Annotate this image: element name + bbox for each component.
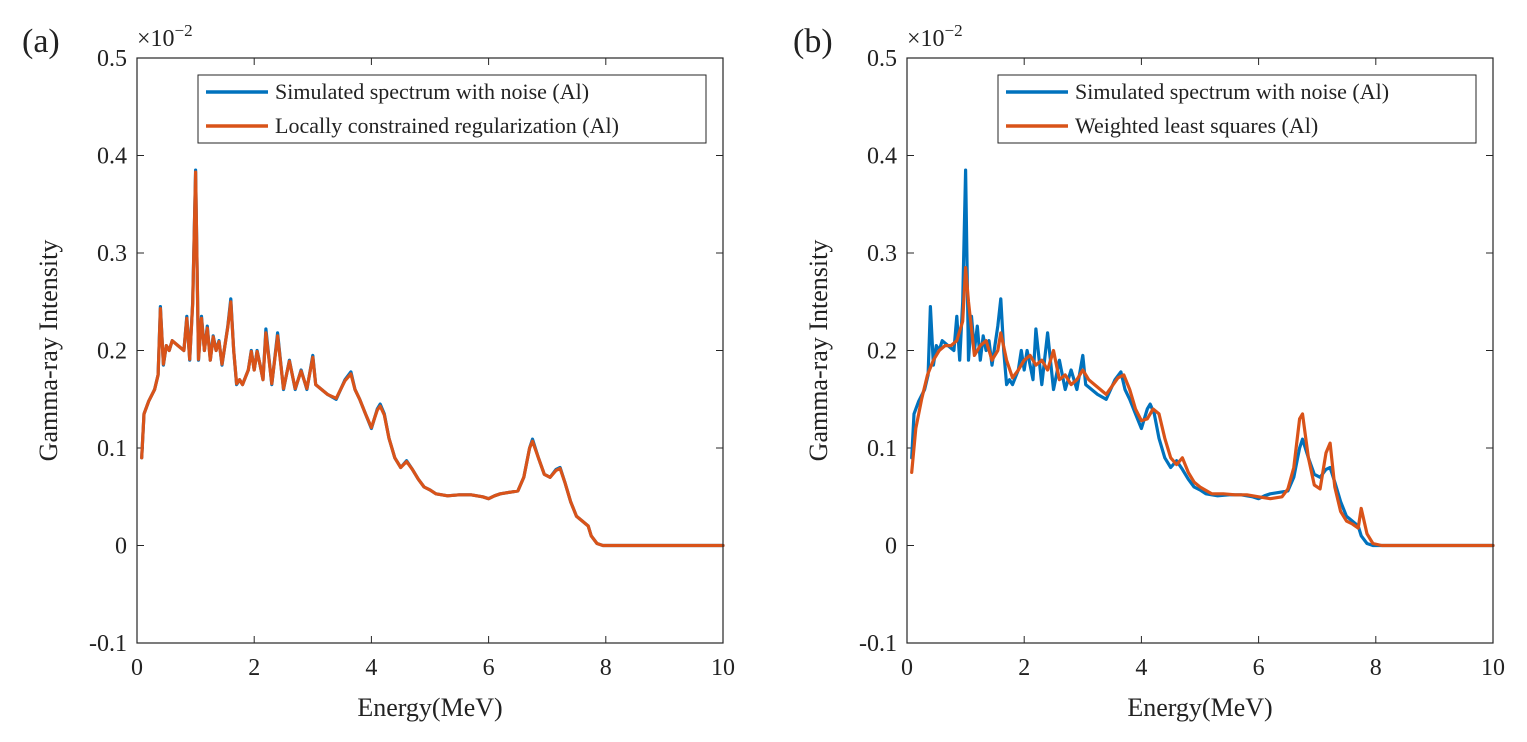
panel-label: (b) [793,23,833,60]
data-layer [140,168,725,548]
data-layer [910,168,1495,548]
y-tick-label: 0.1 [867,436,897,462]
y-tick-label: 0.4 [867,144,897,170]
legend-label-regularization: Locally constrained regularization (Al) [275,113,619,138]
legend: Simulated spectrum with noise (Al) Weigh… [997,74,1477,144]
panel-b: (b) 0 2 4 6 8 10-0.100.10.20.30.40.5 ×10−2 Ga… [793,21,1505,722]
y-tick-label: 0 [885,534,897,560]
x-tick-label: 10 [711,655,735,681]
ticks-layer: 0 2 4 6 8 10-0.100.10.20.30.40.5 [89,46,735,681]
series-line-1 [910,168,1495,548]
x-tick-label: 8 [600,655,612,681]
x-tick-label: 4 [1135,655,1147,681]
series-line-2 [140,170,725,548]
x-tick-label: 6 [483,655,495,681]
y-tick-label: -0.1 [859,631,897,657]
y-axis-label: Gamma-ray Intensity [34,240,63,462]
y-tick-label: -0.1 [89,631,127,657]
ticks-layer: 0 2 4 6 8 10-0.100.10.20.30.40.5 [859,46,1505,681]
panel-a: (a) 0 2 4 6 8 10-0.100.10.20.30.40.5 ×10−2 Ga… [22,21,735,722]
y-tick-label: 0.5 [867,46,897,72]
series-line-2 [910,266,1495,548]
y-exponent-label: ×10−2 [137,21,193,52]
x-tick-label: 6 [1253,655,1265,681]
x-tick-label: 2 [1018,655,1030,681]
legend-box [997,74,1477,144]
x-tick-label: 0 [131,655,143,681]
y-exponent-label: ×10−2 [907,21,963,52]
x-axis-label: Energy(MeV) [357,693,502,722]
x-tick-label: 8 [1370,655,1382,681]
legend-box [197,74,707,144]
y-tick-label: 0.4 [97,144,127,170]
legend-label-wls: Weighted least squares (Al) [1075,113,1318,138]
y-axis-label: Gamma-ray Intensity [804,240,833,462]
x-tick-label: 0 [901,655,913,681]
axes-frame [906,57,1494,644]
x-tick-label: 10 [1481,655,1505,681]
panel-label: (a) [22,23,60,60]
y-tick-label: 0.5 [97,46,127,72]
legend: Simulated spectrum with noise (Al) Local… [197,74,707,144]
legend-label-simulated: Simulated spectrum with noise (Al) [1075,79,1389,104]
axes-frame [136,57,724,644]
y-tick-label: 0.2 [867,339,897,365]
y-tick-label: 0 [115,534,127,560]
y-tick-label: 0.1 [97,436,127,462]
x-axis-label: Energy(MeV) [1127,693,1272,722]
x-tick-label: 4 [365,655,377,681]
y-tick-label: 0.3 [97,241,127,267]
y-tick-label: 0.3 [867,241,897,267]
legend-label-simulated: Simulated spectrum with noise (Al) [275,79,589,104]
x-tick-label: 2 [248,655,260,681]
y-tick-label: 0.2 [97,339,127,365]
